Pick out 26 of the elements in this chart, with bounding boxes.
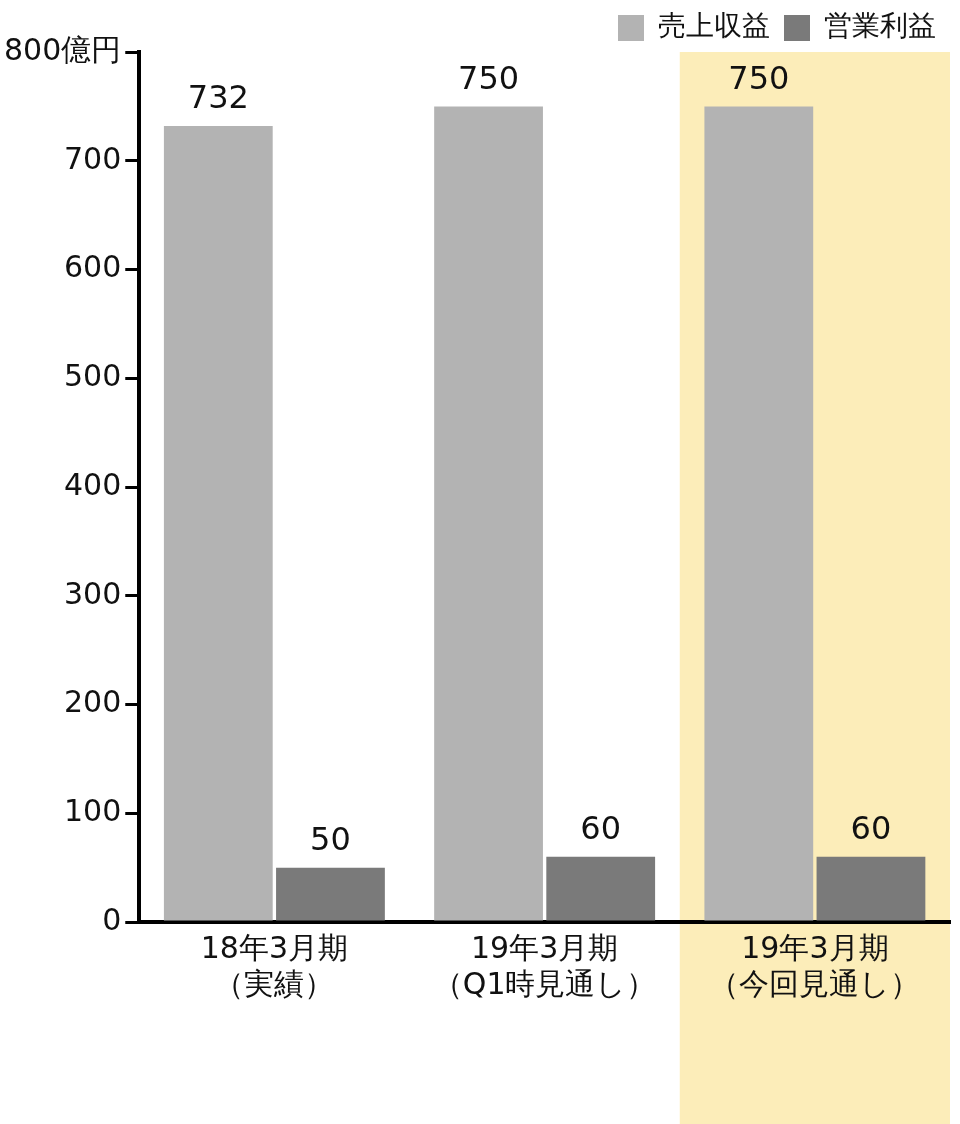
bar (816, 856, 926, 921)
y-tick-label: 100 (64, 793, 122, 829)
y-tick-label: 400 (64, 466, 122, 502)
data-label: 60 (850, 809, 892, 848)
y-tick-label: 200 (64, 684, 122, 720)
bar (546, 856, 656, 921)
bar (704, 106, 814, 921)
legend-label: 営業利益 (824, 9, 936, 43)
y-tick-label: 600 (64, 249, 122, 285)
bar (163, 125, 273, 921)
y-tick-label: 0 (102, 901, 122, 937)
data-label: 732 (187, 78, 249, 117)
y-tick-label: 800億円 (4, 31, 122, 67)
data-label: 50 (310, 819, 351, 858)
x-tick-label: 19年3月期（今回見通し） (709, 929, 921, 1001)
bar (434, 106, 543, 921)
data-label: 60 (580, 809, 622, 848)
data-label: 750 (728, 58, 790, 97)
y-tick-label: 300 (64, 575, 122, 611)
bar (276, 867, 385, 921)
y-tick-label: 700 (64, 140, 122, 176)
legend-label: 売上収益 (658, 9, 770, 43)
x-tick-label: 18年3月期（実績） (200, 929, 349, 1001)
data-label: 750 (458, 58, 520, 97)
x-tick-label: 19年3月期（Q1時見通し） (432, 929, 657, 1001)
y-tick-label: 500 (64, 358, 122, 394)
